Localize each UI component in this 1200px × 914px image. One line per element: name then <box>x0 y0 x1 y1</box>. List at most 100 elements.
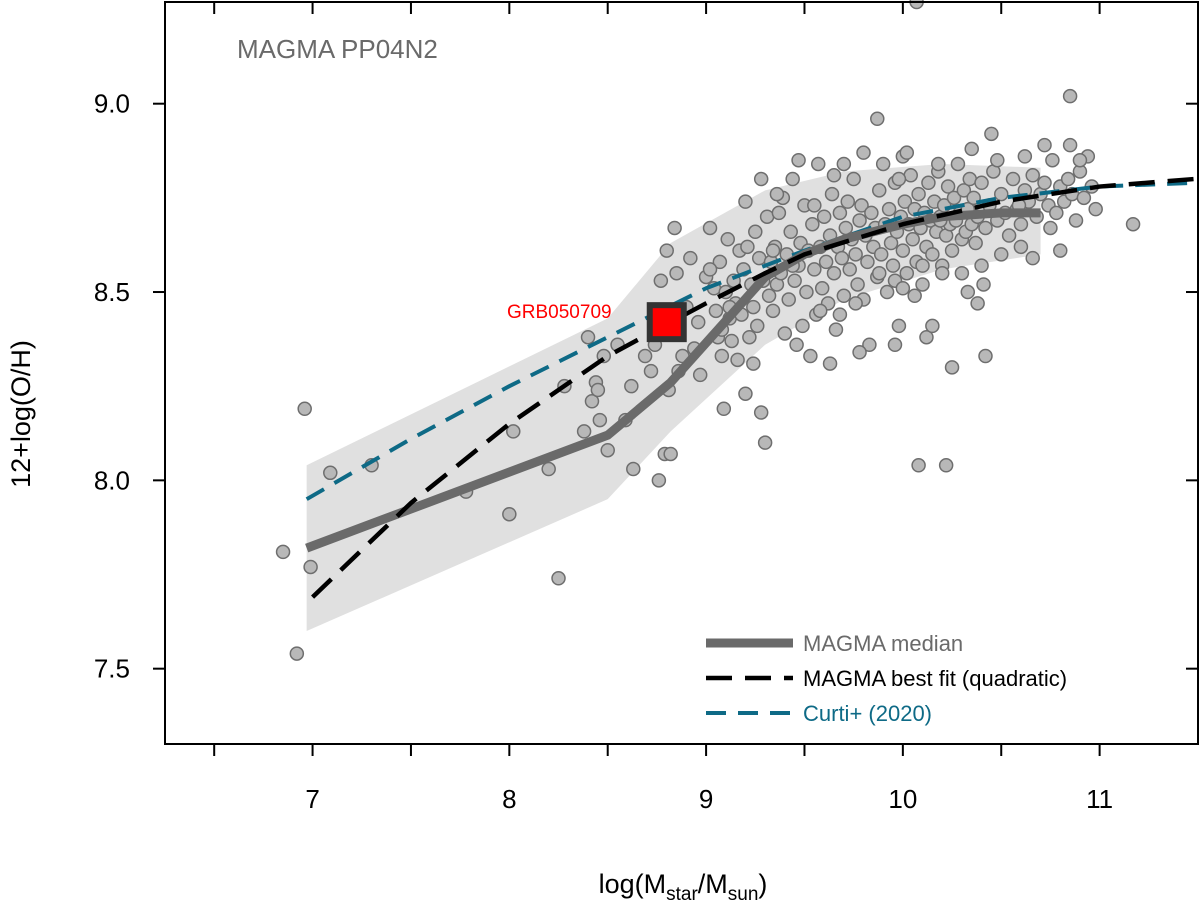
data-point <box>925 247 940 262</box>
x-axis-label-sub-star: star <box>666 884 698 905</box>
data-point <box>659 243 674 258</box>
data-point <box>852 213 867 228</box>
data-point <box>818 254 834 270</box>
data-point <box>785 171 800 187</box>
data-point <box>1025 168 1040 183</box>
x-axis-label-mid: /M <box>698 869 728 899</box>
data-point <box>746 299 761 315</box>
data-point <box>881 201 897 217</box>
data-point <box>297 401 312 417</box>
data-point <box>807 198 822 213</box>
y-tick-label: 9.0 <box>94 89 130 119</box>
data-point <box>891 171 907 187</box>
data-point <box>740 239 755 255</box>
data-point <box>846 171 861 187</box>
x-axis-label: log(Mstar/Msun) <box>599 869 768 905</box>
data-point <box>702 262 718 277</box>
data-point <box>303 559 318 575</box>
data-point <box>854 198 869 213</box>
data-point <box>934 265 950 281</box>
data-point <box>580 329 596 345</box>
data-point <box>783 224 798 240</box>
data-point <box>1013 239 1029 255</box>
data-point <box>502 506 517 522</box>
data-point <box>860 254 875 270</box>
data-point <box>720 232 735 247</box>
data-point <box>669 265 684 281</box>
data-point <box>850 277 865 292</box>
data-point <box>738 194 753 209</box>
data-point <box>1037 175 1052 191</box>
data-point <box>964 141 979 157</box>
data-point <box>976 277 991 292</box>
data-point <box>931 156 946 172</box>
data-point <box>1013 216 1029 232</box>
data-point <box>769 186 785 202</box>
data-point <box>576 424 592 439</box>
legend-label-1: MAGMA best fit (quadratic) <box>803 666 1067 691</box>
data-point <box>891 318 907 334</box>
data-point <box>826 168 842 183</box>
data-point <box>777 326 793 341</box>
data-point <box>712 254 728 270</box>
data-point <box>944 243 960 258</box>
data-point <box>873 247 889 262</box>
data-point <box>551 571 566 586</box>
data-point <box>895 281 911 296</box>
data-point <box>968 235 983 251</box>
data-point <box>787 273 802 288</box>
data-point <box>1053 243 1068 258</box>
data-point <box>1025 250 1040 266</box>
data-point <box>848 247 863 262</box>
data-point <box>842 262 857 277</box>
data-point <box>836 156 852 172</box>
data-point <box>875 156 891 172</box>
data-point <box>832 205 848 221</box>
data-point <box>1043 220 1058 236</box>
data-point <box>993 247 1009 262</box>
data-point <box>836 288 852 304</box>
data-point <box>990 152 1005 168</box>
data-point <box>1062 137 1078 153</box>
data-point <box>946 190 962 206</box>
data-point <box>541 461 556 477</box>
data-point <box>883 235 899 251</box>
data-point <box>651 473 667 488</box>
data-point <box>970 296 985 311</box>
data-point <box>757 435 773 450</box>
data-point <box>925 318 940 334</box>
data-point <box>905 232 920 247</box>
data-point <box>856 145 871 160</box>
data-point <box>915 277 930 292</box>
y-axis-label: 12+log(O/H) <box>6 340 36 488</box>
data-point <box>730 352 745 368</box>
data-point <box>921 175 936 191</box>
data-point <box>899 145 915 160</box>
data-point <box>1088 201 1103 217</box>
data-point <box>789 337 804 353</box>
data-point <box>795 318 810 334</box>
data-point <box>716 401 732 417</box>
y-tick-label: 7.5 <box>94 654 130 684</box>
data-point <box>915 258 930 273</box>
grb050709-marker <box>646 302 687 343</box>
data-point <box>879 284 895 300</box>
data-point <box>600 442 615 458</box>
data-point <box>1125 216 1141 232</box>
data-point <box>848 296 863 311</box>
data-point <box>323 465 338 481</box>
data-point <box>799 284 814 300</box>
data-point <box>978 348 993 364</box>
data-point <box>919 329 934 345</box>
data-point <box>746 356 761 371</box>
data-point <box>753 405 769 420</box>
x-axis-label-sub-sun: sun <box>728 884 759 905</box>
x-tick-label: 7 <box>305 784 319 814</box>
data-point <box>663 446 678 462</box>
data-point <box>852 345 867 360</box>
data-point <box>692 367 708 383</box>
data-point <box>807 262 822 277</box>
data-point <box>903 168 918 183</box>
